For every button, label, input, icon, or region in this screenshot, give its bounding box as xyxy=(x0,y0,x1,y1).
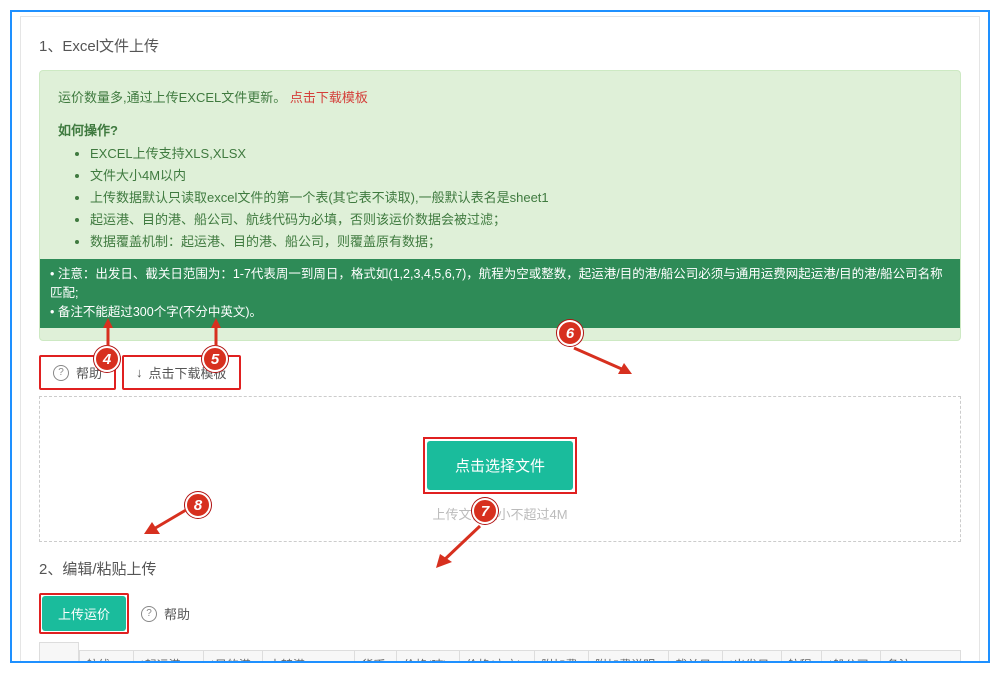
screenshot-frame: 1、Excel文件上传 运价数量多,通过上传EXCEL文件更新。 点击下载模板 … xyxy=(10,10,990,663)
callout-5: 5 xyxy=(202,346,228,372)
how-item: EXCEL上传支持XLS,XLSX xyxy=(90,143,942,165)
warning-line: 注意：出发日、截关日范围为：1-7代表周一到周日，格式如(1,2,3,4,5,6… xyxy=(50,265,950,303)
row-label-col: 示例 xyxy=(39,642,79,663)
table-col-header: 航程 xyxy=(781,650,822,663)
info-intro-link[interactable]: 点击下载模板 xyxy=(290,90,368,105)
how-item: 文件大小4M以内 xyxy=(90,165,942,187)
table-col-header: 截关日 xyxy=(669,650,723,663)
how-item: 数据覆盖机制：起运港、目的港、船公司，则覆盖原有数据； xyxy=(90,231,942,253)
table-col-header: 货币 xyxy=(355,650,397,663)
table-col-header: *起运港 xyxy=(133,650,203,663)
table-col-header: *船公司 xyxy=(822,650,881,663)
upload-price-button[interactable]: 上传运价 xyxy=(42,596,126,631)
table-col-header: *出发日 xyxy=(722,650,781,663)
section2: 2、编辑/粘贴上传 上传运价 帮助 示例 航线*起运港* xyxy=(39,558,961,663)
section2-title: 2、编辑/粘贴上传 xyxy=(39,558,961,579)
select-file-label: 点击选择文件 xyxy=(455,458,545,475)
table-col-header: 价格(吨) xyxy=(397,650,459,663)
callout-8: 8 xyxy=(185,492,211,518)
help-label-2: 帮助 xyxy=(164,604,190,623)
section1-title: 1、Excel文件上传 xyxy=(39,35,961,56)
how-list: EXCEL上传支持XLS,XLSX 文件大小4M以内 上传数据默认只读取exce… xyxy=(90,143,942,253)
table-col-header: 航线 xyxy=(80,650,134,663)
table-col-header: 备注 xyxy=(880,650,960,663)
select-file-button[interactable]: 点击选择文件 xyxy=(427,441,573,490)
table-col-header: 附加费说明 xyxy=(589,650,669,663)
section2-buttons: 上传运价 帮助 xyxy=(39,593,961,634)
table-col-header: 附加费 xyxy=(535,650,589,663)
how-item: 起运港、目的港、船公司、航线代码为必填，否则该运价数据会被过滤； xyxy=(90,209,942,231)
how-title: 如何操作? xyxy=(58,120,942,139)
info-box: 运价数量多,通过上传EXCEL文件更新。 点击下载模板 如何操作? EXCEL上… xyxy=(39,70,961,341)
warning-line: 备注不能超过300个字(不分中英文)。 xyxy=(50,303,950,322)
info-intro: 运价数量多,通过上传EXCEL文件更新。 点击下载模板 xyxy=(58,87,942,106)
main-panel: 1、Excel文件上传 运价数量多,通过上传EXCEL文件更新。 点击下载模板 … xyxy=(20,16,980,663)
download-icon xyxy=(136,365,145,380)
button-row: 帮助 点击下载模板 xyxy=(39,355,961,390)
table-col-header: 中转港 xyxy=(262,650,354,663)
question-icon xyxy=(141,604,160,622)
upload-dropzone[interactable]: 点击选择文件 上传文件大小不超过4M xyxy=(39,396,961,542)
table-col-header: *目的港 xyxy=(204,650,263,663)
table-header-row: 航线*起运港*目的港中转港货币价格(吨)价格(立方)附加费附加费说明截关日*出发… xyxy=(80,650,961,663)
annot-box-6: 点击选择文件 xyxy=(423,437,577,494)
table-container: 示例 航线*起运港*目的港中转港货币价格(吨)价格(立方)附加费附加费说明截关日… xyxy=(39,642,961,663)
help-button-2[interactable]: 帮助 xyxy=(137,600,194,627)
table-col-header: 价格(立方) xyxy=(459,650,535,663)
callout-6: 6 xyxy=(557,320,583,346)
callout-4: 4 xyxy=(94,346,120,372)
question-icon xyxy=(53,363,72,381)
annot-box-8: 上传运价 xyxy=(39,593,129,634)
data-table: 航线*起运港*目的港中转港货币价格(吨)价格(立方)附加费附加费说明截关日*出发… xyxy=(79,650,961,663)
how-item: 上传数据默认只读取excel文件的第一个表(其它表不读取),一般默认表名是she… xyxy=(90,187,942,209)
warning-strip: 注意：出发日、截关日范围为：1-7代表周一到周日，格式如(1,2,3,4,5,6… xyxy=(40,259,960,327)
info-intro-text: 运价数量多,通过上传EXCEL文件更新。 xyxy=(58,90,286,105)
upload-price-label: 上传运价 xyxy=(58,607,110,622)
callout-7: 7 xyxy=(472,498,498,524)
